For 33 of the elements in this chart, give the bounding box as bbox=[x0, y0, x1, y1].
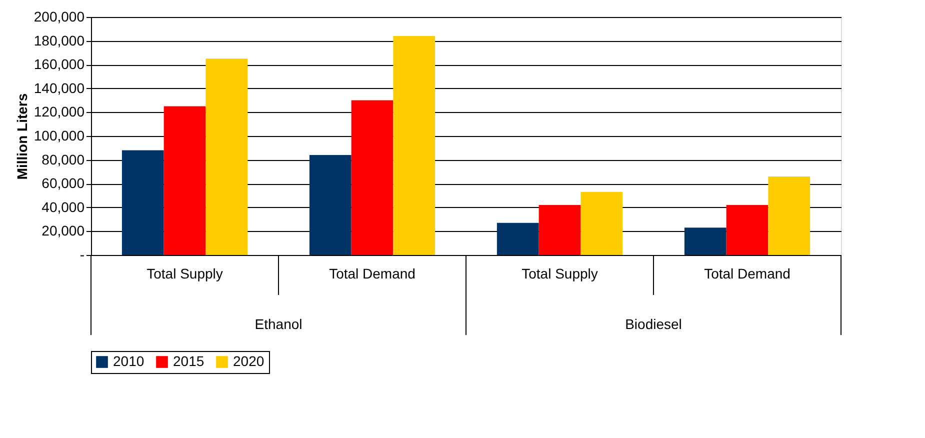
y-tick-label: 120,000 bbox=[34, 104, 85, 120]
y-tick-label: - bbox=[80, 246, 85, 262]
bar bbox=[393, 36, 436, 255]
bar bbox=[206, 58, 248, 255]
y-tick-label: 100,000 bbox=[34, 128, 85, 144]
text: Ethanol bbox=[254, 316, 302, 332]
legend-label: 2015 bbox=[173, 353, 204, 369]
bar bbox=[351, 100, 394, 255]
bar bbox=[164, 106, 206, 255]
bar bbox=[726, 205, 768, 255]
bar bbox=[496, 222, 539, 255]
y-tick-label: 140,000 bbox=[34, 80, 85, 96]
bar bbox=[768, 176, 810, 255]
x-tick-label: Total Demand bbox=[329, 266, 416, 282]
y-tick-label: 20,000 bbox=[42, 222, 85, 239]
bar bbox=[122, 150, 164, 255]
x-tick-label: Total Supply bbox=[522, 266, 598, 282]
bar bbox=[580, 192, 623, 255]
bar bbox=[684, 228, 726, 255]
y-tick-label: 200,000 bbox=[34, 8, 85, 24]
legend-label: 2020 bbox=[233, 353, 264, 369]
y-tick-label: 180,000 bbox=[34, 32, 85, 48]
text: Biodiesel bbox=[625, 316, 682, 332]
legend-label: 2010 bbox=[113, 353, 144, 369]
y-tick-label: 80,000 bbox=[42, 151, 85, 168]
y-axis-title: Million Liters bbox=[14, 93, 30, 180]
x-tick-label: Total Supply bbox=[146, 266, 223, 282]
bar bbox=[538, 205, 581, 255]
y-tick-label: 40,000 bbox=[42, 198, 85, 215]
y-tick-label: 160,000 bbox=[34, 56, 85, 72]
y-tick-label: 60,000 bbox=[42, 175, 85, 192]
bar bbox=[309, 155, 352, 255]
x-tick-label: Total Demand bbox=[704, 266, 790, 282]
